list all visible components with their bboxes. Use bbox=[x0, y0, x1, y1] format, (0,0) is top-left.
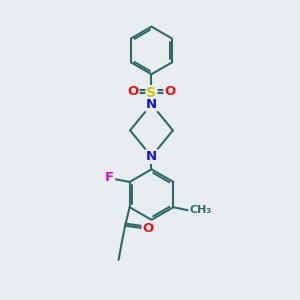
Text: F: F bbox=[105, 171, 114, 184]
Text: N: N bbox=[146, 98, 157, 111]
Text: CH₃: CH₃ bbox=[189, 205, 212, 215]
Text: O: O bbox=[164, 85, 175, 98]
Text: S: S bbox=[146, 86, 157, 100]
Text: N: N bbox=[146, 150, 157, 163]
Text: O: O bbox=[128, 85, 139, 98]
Text: O: O bbox=[142, 221, 154, 235]
